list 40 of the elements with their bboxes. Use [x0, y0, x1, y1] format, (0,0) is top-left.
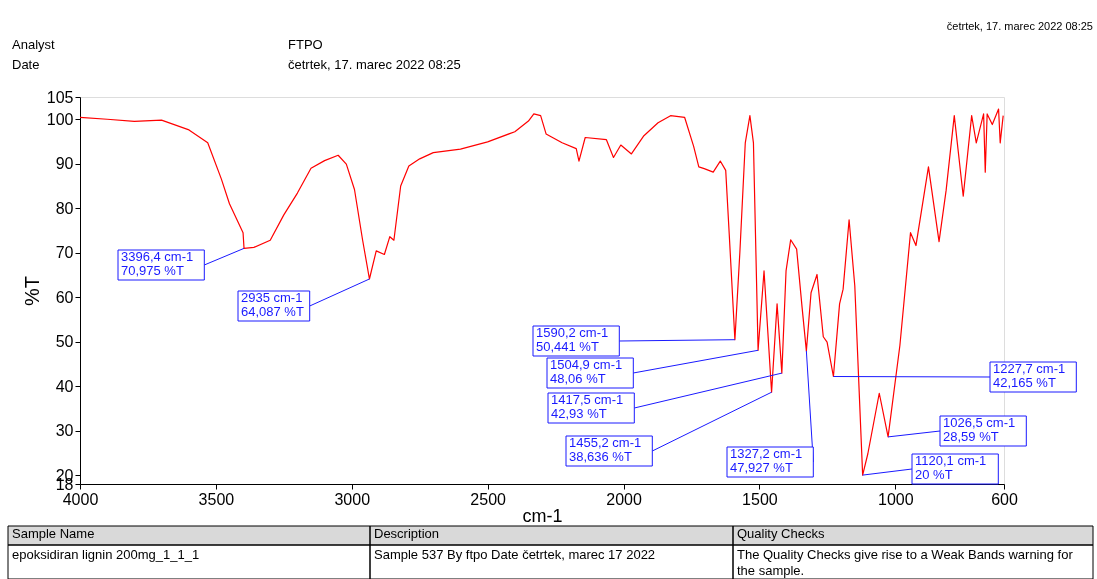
annotation: 1417,5 cm-1 42,93 %T [551, 392, 624, 421]
text: epoksidiran lignin 200mg_1_1_1 [12, 547, 200, 562]
text: četrtek, 17. marec 2022 08:25 [288, 57, 461, 72]
x-tick-label: 1500 [742, 490, 778, 508]
y-tick-label: 30 [55, 422, 74, 440]
y-tick-label: 70 [55, 244, 74, 262]
annotation: 1026,5 cm-1 28,59 %T [943, 415, 1016, 444]
annotation: 1455,2 cm-1 38,636 %T [569, 435, 642, 464]
text: Quality Checks [737, 526, 825, 541]
x-tick-label: 4000 [62, 490, 99, 508]
y-tick-label: 60 [55, 288, 74, 306]
annotation: 1504,9 cm-1 48,06 %T [550, 357, 623, 386]
text: Sample Name [12, 526, 95, 541]
x-tick-label: 2500 [470, 490, 507, 508]
y-tick-label: 105 [46, 88, 74, 106]
y-tick-label: 100 [46, 110, 74, 128]
y-tick-label: 40 [55, 377, 74, 395]
annotation: 1327,2 cm-1 47,927 %T [730, 446, 803, 475]
text: The Quality Checks give rise to a Weak Bands warning for the sample. [737, 547, 1074, 578]
text: Description [374, 526, 440, 541]
y-tick-label: 50 [55, 333, 74, 351]
x-tick-label: 2000 [606, 490, 642, 508]
x-tick-label: 3000 [334, 490, 371, 508]
x-tick-label: 600 [991, 490, 1018, 508]
x-tick-label: 3500 [198, 490, 235, 508]
text: FTPO [288, 37, 323, 52]
y-axis-title: %T [20, 276, 43, 306]
text: Analyst [12, 37, 56, 52]
y-tick-label: 90 [55, 155, 74, 173]
x-tick-label: 1000 [878, 490, 914, 508]
text: četrtek, 17. marec 2022 08:25 [946, 20, 1093, 32]
x-axis-title: cm-1 [522, 505, 563, 526]
annotation: 2935 cm-1 64,087 %T [241, 290, 304, 319]
annotation: 1590,2 cm-1 50,441 %T [536, 325, 609, 354]
annotation: 3396,4 cm-1 70,975 %T [121, 249, 194, 278]
text: Sample 537 By ftpo Date četrtek, marec 17 2022 [374, 547, 656, 562]
text: Date [12, 57, 40, 72]
annotation: 1120,1 cm-1 20 %T [915, 453, 987, 482]
annotation: 1227,7 cm-1 42,165 %T [993, 361, 1066, 390]
y-tick-label: 80 [55, 199, 74, 217]
